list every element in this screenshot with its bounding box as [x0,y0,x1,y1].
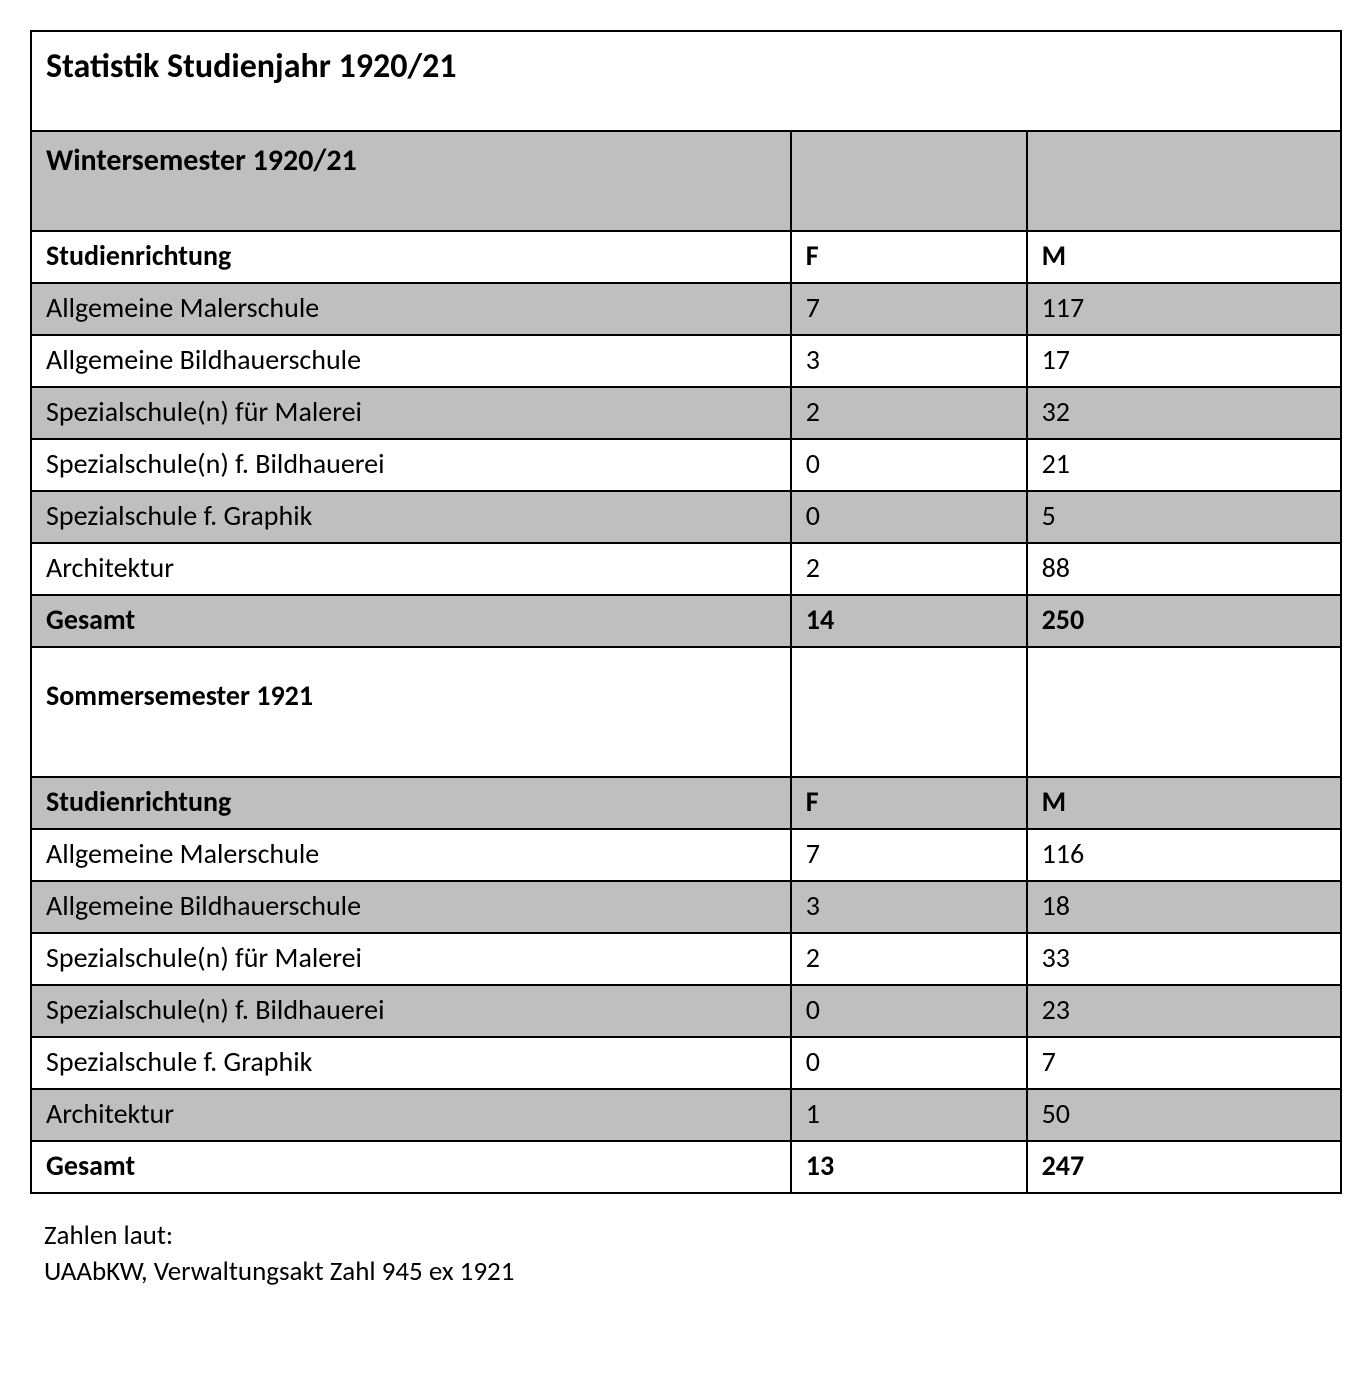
cell-label: Spezialschule(n) für Malerei [31,933,791,985]
cell-m: 17 [1027,335,1341,387]
cell-f: 3 [791,881,1027,933]
table-row: Spezialschule(n) für Malerei 2 33 [31,933,1341,985]
section-0-total-row: Gesamt 14 250 [31,595,1341,647]
cell-m: 116 [1027,829,1341,881]
cell-f: 0 [791,439,1027,491]
cell-label: Spezialschule(n) f. Bildhauerei [31,439,791,491]
table-row: Spezialschule(n) f. Bildhauerei 0 21 [31,439,1341,491]
cell-label: Spezialschule f. Graphik [31,491,791,543]
col-header-m-1: M [1027,777,1341,829]
section-0-heading: Wintersemester 1920/21 [31,131,791,231]
cell-label: Spezialschule(n) f. Bildhauerei [31,985,791,1037]
table-title: Statistik Studienjahr 1920/21 [31,31,1341,131]
col-header-subject-0: Studienrichtung [31,231,791,283]
cell-f: 3 [791,335,1027,387]
total-label: Gesamt [31,595,791,647]
cell-label: Spezialschule(n) für Malerei [31,387,791,439]
cell-m: 33 [1027,933,1341,985]
table-row: Allgemeine Malerschule 7 116 [31,829,1341,881]
cell-m: 117 [1027,283,1341,335]
table-row: Allgemeine Malerschule 7 117 [31,283,1341,335]
table-row: Architektur 2 88 [31,543,1341,595]
cell-f: 1 [791,1089,1027,1141]
section-1-total-row: Gesamt 13 247 [31,1141,1341,1193]
cell-label: Allgemeine Malerschule [31,283,791,335]
section-1-heading-spacer-m [1027,647,1341,777]
cell-label: Spezialschule f. Graphik [31,1037,791,1089]
col-header-f-0: F [791,231,1027,283]
section-0-heading-spacer-f [791,131,1027,231]
table-row: Spezialschule f. Graphik 0 7 [31,1037,1341,1089]
cell-m: 5 [1027,491,1341,543]
cell-f: 7 [791,283,1027,335]
cell-m: 7 [1027,1037,1341,1089]
cell-m: 50 [1027,1089,1341,1141]
section-1-heading-spacer-f [791,647,1027,777]
cell-m: 32 [1027,387,1341,439]
total-f: 14 [791,595,1027,647]
table-row: Allgemeine Bildhauerschule 3 18 [31,881,1341,933]
table-row: Allgemeine Bildhauerschule 3 17 [31,335,1341,387]
table-row: Spezialschule(n) f. Bildhauerei 0 23 [31,985,1341,1037]
col-header-subject-1: Studienrichtung [31,777,791,829]
total-f: 13 [791,1141,1027,1193]
section-1-column-header-row: Studienrichtung F M [31,777,1341,829]
total-m: 250 [1027,595,1341,647]
col-header-m-0: M [1027,231,1341,283]
cell-label: Allgemeine Malerschule [31,829,791,881]
cell-f: 0 [791,1037,1027,1089]
footnote: Zahlen laut: UAAbKW, Verwaltungsakt Zahl… [30,1218,1342,1291]
total-label: Gesamt [31,1141,791,1193]
total-m: 247 [1027,1141,1341,1193]
cell-m: 88 [1027,543,1341,595]
cell-f: 2 [791,387,1027,439]
section-0-column-header-row: Studienrichtung F M [31,231,1341,283]
table-row: Architektur 1 50 [31,1089,1341,1141]
cell-m: 21 [1027,439,1341,491]
cell-m: 18 [1027,881,1341,933]
table-row: Spezialschule(n) für Malerei 2 32 [31,387,1341,439]
cell-f: 2 [791,543,1027,595]
footnote-line-1: Zahlen laut: [44,1218,1342,1254]
table-row: Spezialschule f. Graphik 0 5 [31,491,1341,543]
section-0-heading-row: Wintersemester 1920/21 [31,131,1341,231]
section-0-heading-spacer-m [1027,131,1341,231]
cell-f: 0 [791,491,1027,543]
col-header-f-1: F [791,777,1027,829]
cell-f: 7 [791,829,1027,881]
section-1-heading: Sommersemester 1921 [31,647,791,777]
cell-label: Allgemeine Bildhauerschule [31,881,791,933]
cell-label: Architektur [31,1089,791,1141]
cell-label: Architektur [31,543,791,595]
statistics-table: Statistik Studienjahr 1920/21 Winterseme… [30,30,1342,1194]
cell-f: 2 [791,933,1027,985]
footnote-line-2: UAAbKW, Verwaltungsakt Zahl 945 ex 1921 [44,1254,1342,1290]
title-row: Statistik Studienjahr 1920/21 [31,31,1341,131]
cell-m: 23 [1027,985,1341,1037]
section-1-heading-row: Sommersemester 1921 [31,647,1341,777]
cell-label: Allgemeine Bildhauerschule [31,335,791,387]
cell-f: 0 [791,985,1027,1037]
